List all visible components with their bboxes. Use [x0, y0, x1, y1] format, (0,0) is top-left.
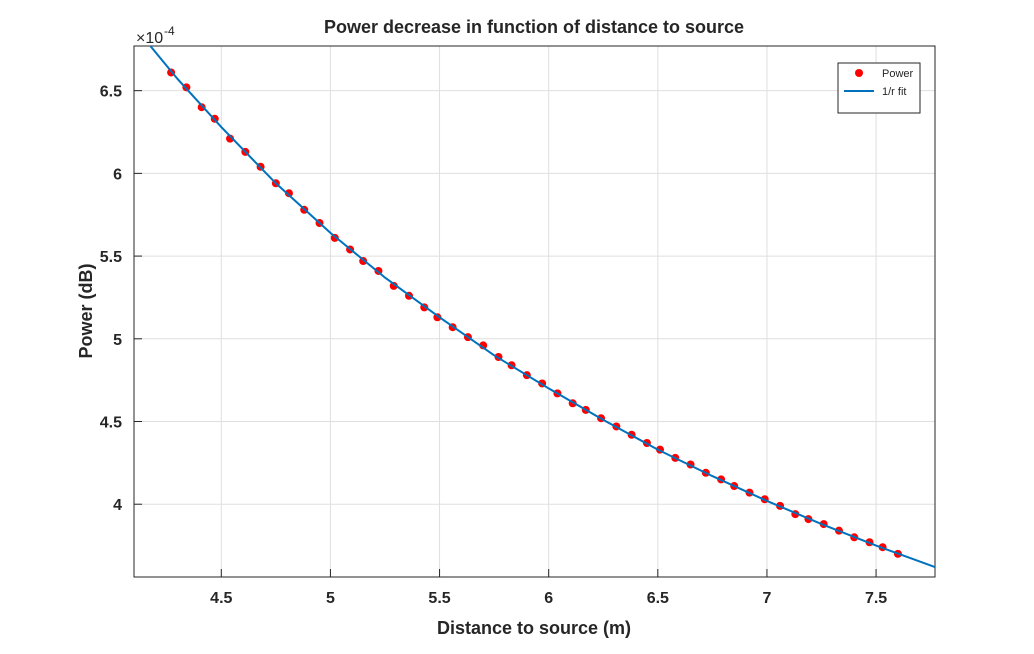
y-axis-label: Power (dB) — [76, 263, 96, 358]
x-tick-label: 7 — [762, 590, 771, 607]
x-tick-label: 7.5 — [865, 590, 887, 607]
y-tick-label: 5.5 — [100, 249, 122, 266]
x-tick-label: 6 — [544, 590, 553, 607]
chart-title: Power decrease in function of distance t… — [324, 17, 744, 37]
legend-box — [837, 62, 921, 114]
data-point — [389, 281, 398, 290]
axes-box — [133, 45, 936, 578]
x-tick-label: 6.5 — [647, 590, 669, 607]
data-point — [284, 189, 293, 198]
y-tick-label: 5 — [113, 332, 122, 349]
legend-marker — [855, 69, 863, 77]
x-tick-label: 4.5 — [210, 590, 232, 607]
y-tick-label: 4 — [113, 497, 122, 514]
plot-area — [134, 46, 935, 577]
data-point — [197, 103, 206, 112]
x-axis-label: Distance to source (m) — [437, 618, 631, 638]
x-tick-label: 5.5 — [428, 590, 450, 607]
y-multiplier: ×10 — [136, 30, 163, 47]
y-tick-label: 6.5 — [100, 84, 122, 101]
y-exponent: -4 — [164, 24, 175, 38]
y-tick-label: 4.5 — [100, 415, 122, 432]
data-point — [226, 134, 235, 143]
plot-content — [149, 46, 935, 569]
legend-label: Power — [882, 68, 914, 80]
legend-label: 1/r fit — [882, 86, 906, 98]
x-tick-label: 5 — [326, 590, 335, 607]
fit-line — [149, 46, 935, 569]
y-tick-label: 6 — [113, 166, 122, 183]
